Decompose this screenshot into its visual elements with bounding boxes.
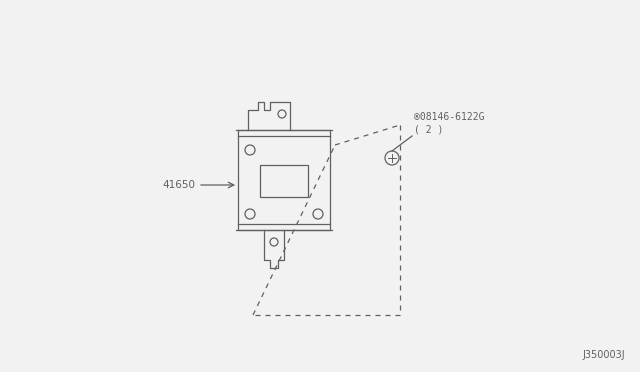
Bar [260, 165, 308, 197]
Text: 41650: 41650 [162, 180, 195, 190]
Text: J350003J: J350003J [582, 350, 625, 360]
Text: ®08146-6122G
( 2 ): ®08146-6122G ( 2 ) [414, 112, 484, 134]
